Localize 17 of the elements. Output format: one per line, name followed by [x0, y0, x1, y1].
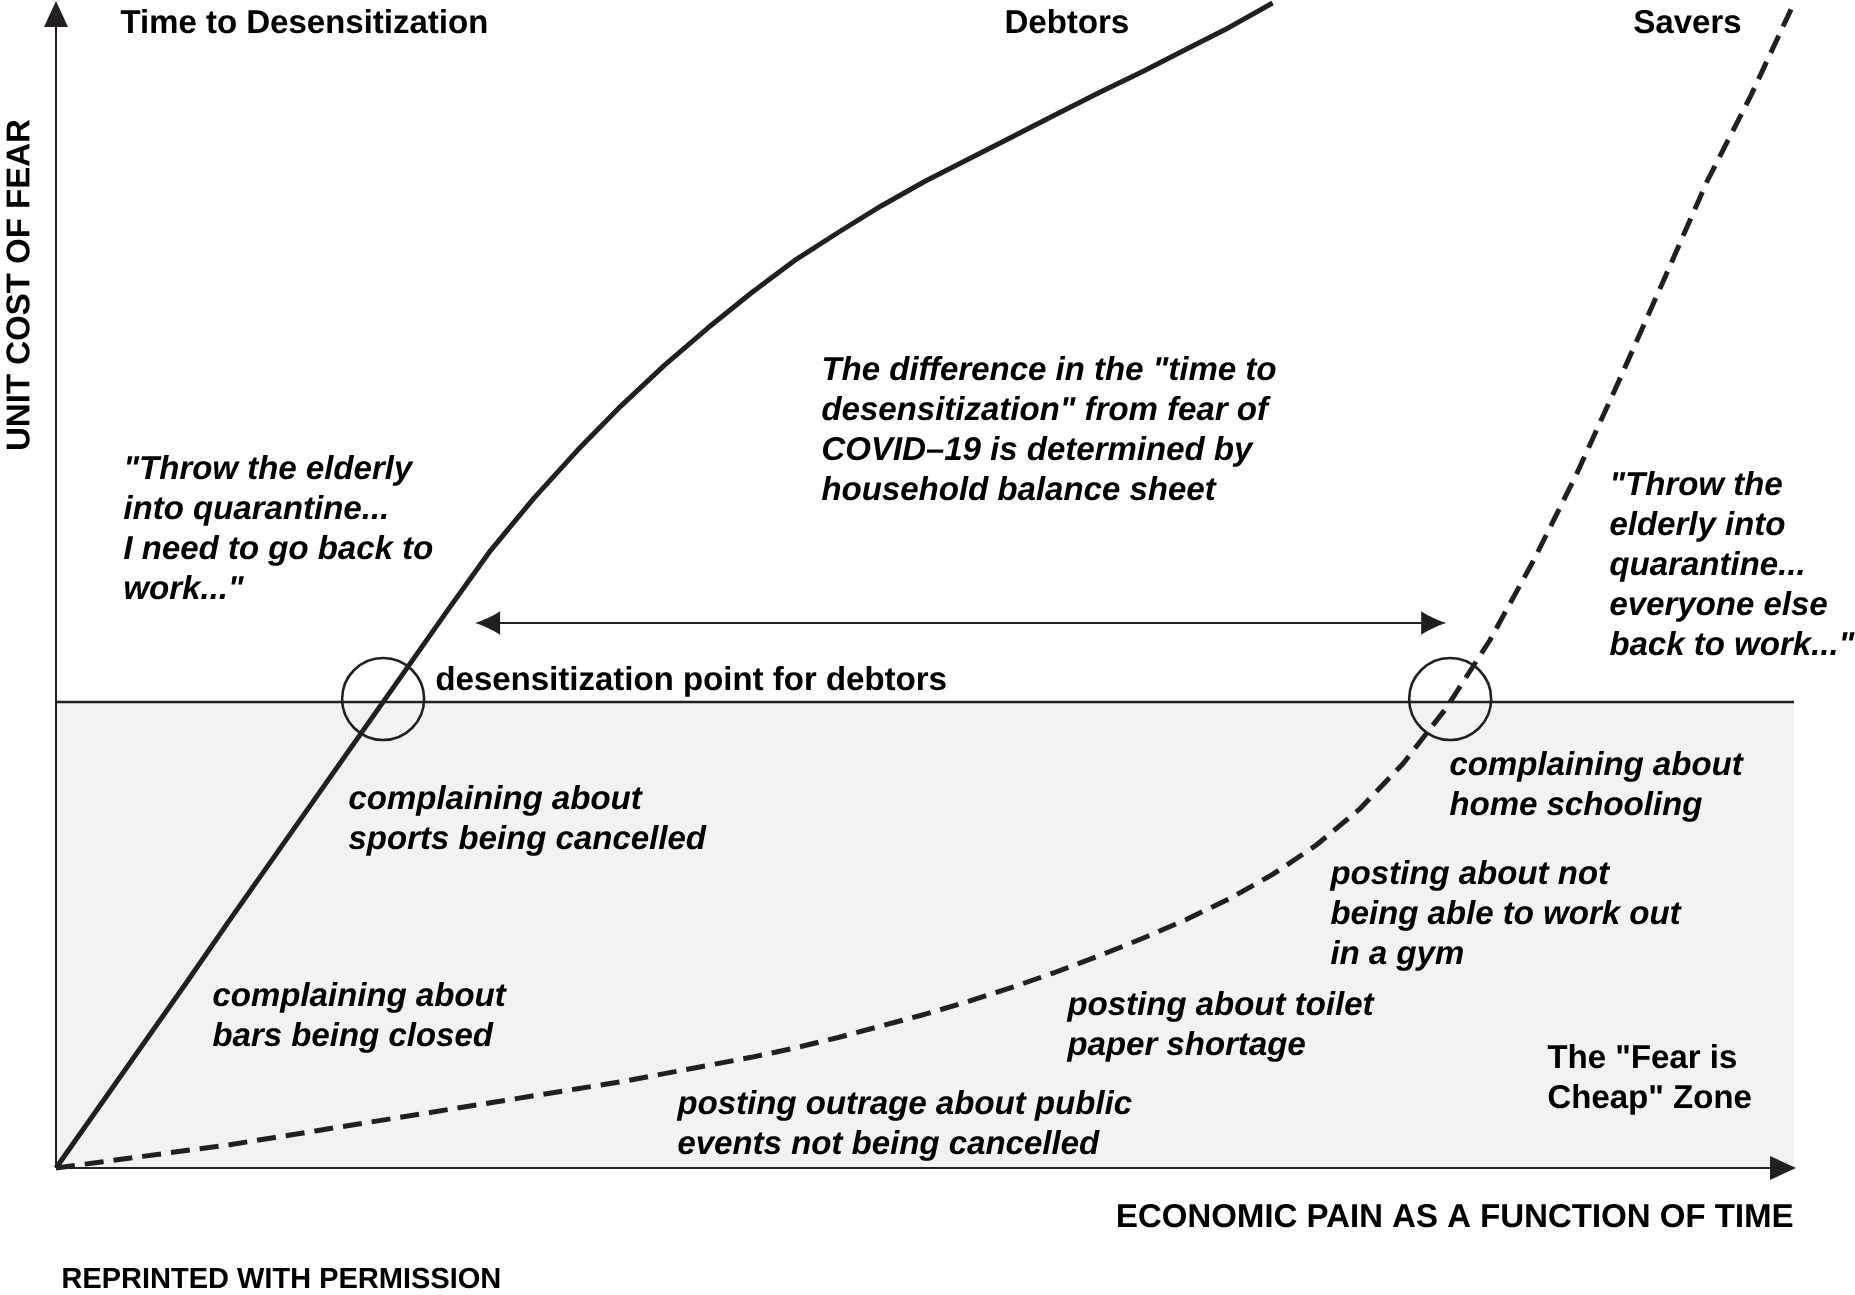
band-label: The "Fear is Cheap" Zone: [1547, 1044, 1751, 1115]
annotation: posting about toilet paper shortage: [1066, 991, 1375, 1062]
annotation: complaining about sports being cancelled: [348, 785, 707, 856]
y-axis-title: UNIT COST OF FEAR: [6, 119, 30, 449]
ref-line-label: desensitization point for debtors: [436, 666, 946, 697]
x-axis-title: ECONOMIC PAIN AS A FUNCTION OF TIME: [1118, 1203, 1793, 1228]
annotation: posting about not being able to work out in a gym: [1329, 860, 1682, 971]
text: REPRINTED WITH PERMISSION: [63, 1267, 500, 1289]
annotation: complaining about home schooling: [1449, 751, 1744, 822]
chart-title: Time to Desensitization: [120, 9, 487, 34]
annotation: posting outrage about public events not being cancelled: [676, 1090, 1132, 1161]
annotation: "Throw the elderly into quarantine... I need to go back to work...": [123, 455, 433, 600]
annotation: The difference in the "time to desensitization" from fear of COVID–19 is determined by household balance sheet: [821, 356, 1276, 501]
annotation: complaining about bars being closed: [212, 982, 507, 1053]
annotation: "Throw the elderly into quarantine... everyone else back to work...": [1609, 471, 1855, 656]
series-label: Savers: [1634, 9, 1741, 34]
series-label: Debtors: [1006, 9, 1128, 34]
